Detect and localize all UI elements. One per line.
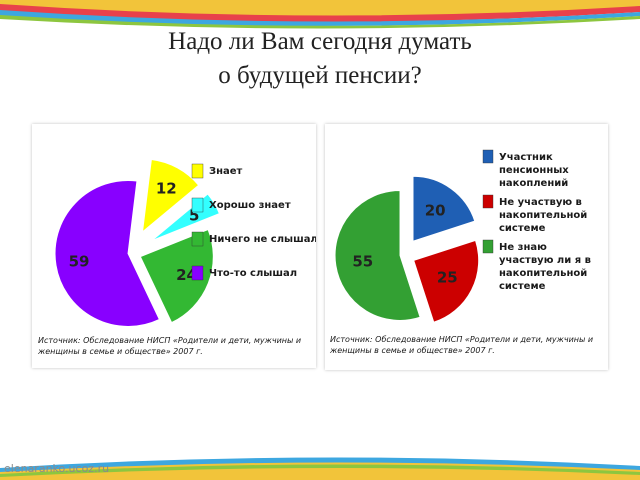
pie-value-label-не-участвую-в-накопительной-системе: 25 bbox=[437, 269, 458, 287]
chart-source-note: Источник: Обследование НИСП «Родители и … bbox=[37, 336, 301, 356]
pie-value-label-знает: 12 bbox=[156, 179, 177, 197]
pie-slice-участник-пенсионных-накоплений bbox=[412, 175, 476, 242]
pie-slice-что-то-слышал bbox=[54, 180, 161, 327]
top-ribbon-decoration bbox=[0, 0, 640, 29]
legend-swatch-хорошо-знает bbox=[191, 197, 204, 213]
chart-panel-awareness: 12 5 24 59 Знает Хорошо знает Ничего не слыша… bbox=[32, 124, 316, 368]
legend-swatch-знает bbox=[191, 163, 204, 179]
legend-label-участник-пенсионных-накоплений: Участник пенсионных накоплений bbox=[499, 152, 569, 189]
legend-label-не-знаю-участвую-ли-я-в-накопительной-системе: Не знаю участвую ли я в накопительной систе… bbox=[499, 242, 591, 292]
pie-slice-не-знаю-участвую-ли-я-в-накопительной-системе bbox=[334, 189, 421, 321]
legend-swatch-участник-пенсионных-накоплений bbox=[482, 149, 494, 164]
pie-slice-не-участвую-в-накопительной-системе bbox=[413, 239, 480, 323]
pie-chart-participation: 20 25 55 Участник пенсионных накоплений Не уч… bbox=[329, 149, 593, 355]
bottom-ribbon-decoration bbox=[0, 457, 640, 480]
slide-title-line-1: Надо ли Вам сегодня думать bbox=[168, 28, 472, 55]
legend-swatch-не-знаю-участвую-ли-я-в-накопительной-системе bbox=[482, 239, 494, 254]
pie-slice-ничего-не-слышал bbox=[139, 228, 214, 324]
chart-panel-participation: 20 25 55 Участник пенсионных накоплений Не уч… bbox=[325, 124, 608, 370]
site-url: elenaranko.ucoz.ru bbox=[4, 462, 110, 475]
pie-value-label-не-знаю-участвую-ли-я-в-накопительной-системе: 55 bbox=[352, 252, 373, 270]
legend-swatch-ничего-не-слышал bbox=[191, 231, 204, 247]
legend-label-что-то-слышал: Что-то слышал bbox=[209, 268, 297, 279]
chart-source-note: Источник: Обследование НИСП «Родители и … bbox=[329, 335, 593, 355]
legend-label-хорошо-знает: Хорошо знает bbox=[209, 200, 291, 211]
pie-chart-awareness: 12 5 24 59 Знает Хорошо знает Ничего не слыша… bbox=[37, 158, 316, 356]
slide-title-line-2: о будущей пенсии? bbox=[218, 62, 422, 89]
legend-label-ничего-не-слышал: Ничего не слышал bbox=[209, 234, 316, 245]
pie-value-label-участник-пенсионных-накоплений: 20 bbox=[425, 202, 446, 220]
legend-label-не-участвую-в-накопительной-системе: Не участвую в накопительной системе bbox=[499, 197, 587, 234]
legend-swatch-что-то-слышал bbox=[191, 265, 204, 281]
legend-swatch-не-участвую-в-накопительной-системе bbox=[482, 194, 494, 209]
pie-value-label-ничего-не-слышал: 24 bbox=[176, 266, 197, 284]
pie-slice-знает bbox=[141, 158, 200, 234]
pie-value-label-что-то-слышал: 59 bbox=[69, 252, 90, 270]
legend-label-знает: Знает bbox=[209, 166, 243, 177]
pie-value-label-хорошо-знает: 5 bbox=[189, 206, 199, 224]
